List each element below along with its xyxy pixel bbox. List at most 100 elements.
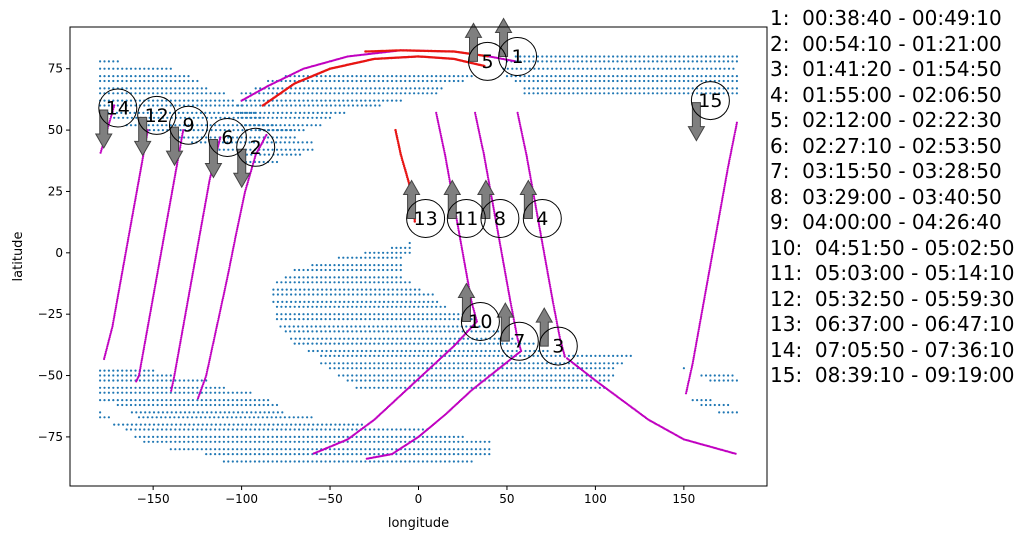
land-point	[382, 276, 385, 279]
land-point	[435, 367, 438, 370]
land-point	[368, 354, 371, 357]
track-point	[112, 317, 115, 320]
track-point	[203, 378, 207, 381]
land-point	[281, 423, 284, 426]
land-point	[338, 87, 341, 90]
track-point	[501, 259, 505, 262]
land-point	[275, 99, 279, 102]
land-point	[174, 448, 177, 451]
land-point	[342, 354, 345, 357]
land-point	[377, 367, 380, 370]
land-point	[373, 256, 376, 259]
track-point	[538, 225, 541, 228]
land-point	[612, 374, 615, 377]
land-point	[355, 460, 358, 463]
land-point	[390, 99, 394, 102]
land-point	[310, 141, 313, 144]
land-point	[342, 367, 345, 370]
land-point	[373, 92, 376, 95]
land-point	[157, 411, 160, 414]
track-point	[456, 221, 459, 224]
track-point	[241, 203, 244, 206]
land-point	[292, 124, 295, 127]
land-point	[727, 75, 730, 78]
land-point	[635, 67, 638, 70]
track-point	[173, 372, 176, 375]
land-point	[598, 354, 601, 357]
land-point	[551, 67, 554, 70]
land-point	[284, 136, 287, 139]
land-point	[116, 79, 119, 83]
land-point	[390, 386, 394, 389]
land-point	[147, 67, 150, 70]
land-point	[448, 75, 451, 78]
land-point	[293, 440, 296, 443]
land-point	[364, 428, 367, 431]
land-point	[302, 313, 305, 316]
land-point	[524, 67, 527, 70]
land-point	[298, 99, 301, 102]
land-point	[400, 87, 403, 90]
land-point	[249, 99, 252, 102]
land-point	[129, 104, 133, 107]
land-point	[200, 99, 203, 102]
land-point	[196, 136, 199, 139]
track-point	[155, 276, 158, 279]
land-point	[497, 330, 500, 333]
land-point	[528, 79, 531, 83]
track-point	[456, 225, 460, 228]
land-point	[367, 325, 371, 328]
track-point	[721, 194, 725, 197]
land-point	[364, 313, 367, 316]
land-point	[147, 399, 150, 402]
land-point	[413, 92, 416, 95]
land-point	[589, 379, 593, 382]
land-point	[735, 92, 739, 95]
land-point	[452, 435, 455, 438]
land-point	[692, 67, 695, 70]
land-point	[160, 435, 164, 438]
land-point	[320, 305, 323, 308]
land-point	[218, 435, 221, 438]
land-point	[607, 374, 610, 377]
track-point	[723, 182, 727, 185]
land-point	[470, 330, 473, 333]
land-point	[373, 386, 376, 389]
track-point	[458, 236, 462, 239]
land-point	[174, 124, 177, 127]
land-point	[315, 281, 318, 284]
land-point	[629, 60, 632, 63]
land-point	[262, 160, 265, 164]
land-point	[528, 92, 531, 95]
land-point	[519, 79, 522, 83]
land-point	[333, 367, 336, 370]
land-point	[346, 354, 349, 357]
land-point	[107, 416, 110, 419]
land-point	[290, 87, 293, 90]
land-point	[135, 411, 138, 414]
land-point	[656, 75, 659, 78]
land-point	[652, 67, 655, 70]
land-point	[457, 448, 460, 451]
track-point	[395, 132, 398, 136]
land-point	[427, 349, 430, 353]
track-point	[195, 251, 198, 254]
land-point	[483, 453, 486, 456]
land-point	[160, 440, 164, 443]
land-point	[320, 460, 323, 463]
land-point	[523, 55, 526, 58]
land-point	[417, 75, 420, 78]
land-point	[382, 362, 385, 365]
land-point	[272, 300, 275, 303]
track-point	[481, 147, 484, 150]
track-point	[474, 115, 477, 118]
track-point	[112, 319, 115, 322]
track-point	[173, 176, 176, 179]
land-point	[386, 379, 389, 382]
land-point	[426, 440, 429, 443]
land-point	[214, 440, 217, 443]
track-point	[148, 314, 151, 317]
land-point	[483, 386, 486, 389]
land-point	[320, 453, 323, 456]
land-point	[395, 440, 398, 443]
